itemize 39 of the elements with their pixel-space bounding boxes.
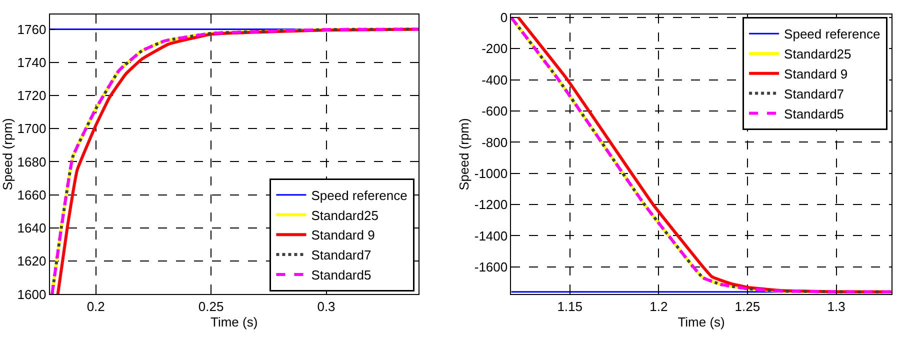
legend-label: Standard25 <box>784 46 852 62</box>
x-tick-label: 1.25 <box>734 298 760 314</box>
y-tick-label: 1700 <box>17 121 46 136</box>
y-tick-label: -1600 <box>474 259 508 274</box>
legend-label: Standard7 <box>311 248 372 263</box>
y-tick-label: -1200 <box>474 197 508 212</box>
y-tick-label: 1680 <box>17 154 46 170</box>
x-tick-label: 0.3 <box>317 298 336 314</box>
y-axis-title: Speed (rpm) <box>0 118 15 190</box>
legend-label: Speed reference <box>311 188 408 203</box>
x-tick-label: 1.3 <box>827 298 846 314</box>
y-tick-label: 1660 <box>17 187 46 202</box>
legend-label: Standard5 <box>311 268 372 283</box>
x-tick-label: 1.15 <box>557 298 583 314</box>
y-tick-label: -600 <box>482 104 508 119</box>
x-tick-label: 0.2 <box>86 298 105 314</box>
legend-label: Standard 9 <box>784 66 848 82</box>
y-tick-label: -800 <box>482 134 508 150</box>
legend-label: Speed reference <box>784 26 880 42</box>
legend-label: Standard5 <box>784 106 844 122</box>
y-tick-label: -1000 <box>474 166 508 181</box>
y-tick-label: -400 <box>482 72 508 88</box>
legend-label: Standard25 <box>311 208 378 223</box>
legend-label: Standard 9 <box>311 228 375 243</box>
x-tick-label: 0.25 <box>198 298 224 314</box>
x-tick-label: 1.2 <box>650 298 668 314</box>
x-axis-title: Time (s) <box>210 314 258 330</box>
y-tick-label: 1620 <box>17 254 46 269</box>
y-tick-label: -1400 <box>474 228 508 244</box>
y-tick-label: 1720 <box>17 88 46 104</box>
y-tick-label: 1760 <box>17 22 46 37</box>
y-tick-label: 1640 <box>17 220 46 236</box>
y-tick-label: 1600 <box>17 286 46 302</box>
x-axis-title: Time (s) <box>678 314 725 330</box>
legend-label: Standard7 <box>784 86 844 102</box>
y-tick-label: -200 <box>482 41 508 56</box>
y-tick-label: 0 <box>500 10 508 26</box>
y-tick-label: 1740 <box>17 54 46 70</box>
y-axis-title: Speed (rpm) <box>456 118 472 190</box>
